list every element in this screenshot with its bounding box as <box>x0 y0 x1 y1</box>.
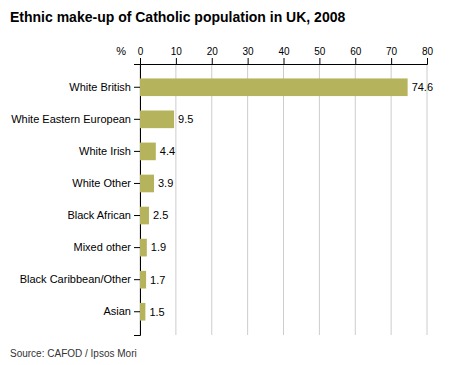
bar <box>140 143 156 161</box>
data-label: 4.4 <box>160 145 175 157</box>
data-label: 74.6 <box>412 81 433 93</box>
x-tick-mark <box>391 58 392 64</box>
x-tick: 80 <box>422 46 434 64</box>
grid-line <box>247 64 248 335</box>
data-labels: 1.5 1.7 1.9 2.5 3.9 4.4 9.5 74.6 <box>149 81 433 317</box>
y-tick: Asian <box>103 305 140 317</box>
grid-line <box>211 64 212 335</box>
y-tick: White Eastern European <box>11 113 140 125</box>
data-label: 1.5 <box>149 306 164 318</box>
bar <box>140 303 145 321</box>
x-tick-label: 70 <box>386 46 398 57</box>
x-tick-mark <box>176 58 177 64</box>
bar <box>140 175 154 193</box>
y-tick-label: White Eastern European <box>11 113 131 125</box>
x-tick-label: 0 <box>138 46 144 57</box>
x-tick-mark <box>355 58 356 64</box>
bar <box>140 78 408 96</box>
x-tick-label: 80 <box>422 46 434 57</box>
y-tick: Mixed other <box>74 241 140 253</box>
x-tick-label: 50 <box>314 46 326 57</box>
x-tick-label: 20 <box>207 46 219 57</box>
y-tick-label: White Irish <box>79 145 131 157</box>
chart: Ethnic make-up of Catholic population in… <box>0 0 463 365</box>
y-axis-line <box>134 65 141 336</box>
y-tick: Black Caribbean/Other <box>20 273 140 285</box>
bar <box>140 207 149 225</box>
grid-line <box>355 64 356 335</box>
x-tick-label: 40 <box>278 46 290 57</box>
x-tick-mark <box>427 58 428 64</box>
plot: 0 10 20 30 40 50 60 70 80% Asian Black Caribbean/O… <box>11 45 433 336</box>
y-tick-mark <box>134 247 140 248</box>
y-tick-label: Black African <box>67 209 131 221</box>
x-tick: 0 <box>138 46 144 64</box>
x-axis-line <box>141 58 428 65</box>
y-tick-label: White Other <box>72 177 131 189</box>
y-tick: White British <box>69 81 140 93</box>
data-label: 3.9 <box>158 177 173 189</box>
x-tick-mark <box>212 58 213 64</box>
y-tick-mark <box>134 119 140 120</box>
x-tick-mark <box>140 58 141 64</box>
x-tick: 10 <box>171 46 183 64</box>
y-tick-mark <box>134 215 140 216</box>
y-tick: White Other <box>72 177 140 189</box>
data-label: 1.9 <box>151 241 166 253</box>
grid <box>140 64 427 335</box>
x-tick-label: 60 <box>350 46 362 57</box>
data-label: 1.7 <box>150 274 165 286</box>
x-tick: 40 <box>278 46 290 64</box>
grid-line <box>427 64 428 335</box>
y-tick-label: White British <box>69 81 131 93</box>
grid-line <box>391 64 392 335</box>
y-axis: Asian Black Caribbean/Other Mixed other Bla… <box>11 65 140 336</box>
y-tick-mark <box>134 151 140 152</box>
grid-line <box>175 64 176 335</box>
x-tick-label: 10 <box>171 46 183 57</box>
y-tick-mark <box>134 311 140 312</box>
x-label: % <box>116 45 126 57</box>
y-tick-label: Black Caribbean/Other <box>20 273 132 285</box>
y-tick-mark <box>134 87 140 88</box>
data-label: 9.5 <box>178 113 193 125</box>
data-label: 2.5 <box>153 209 168 221</box>
bar <box>140 239 147 257</box>
y-tick-label: Asian <box>103 305 131 317</box>
grid-line <box>283 64 284 335</box>
x-tick-mark <box>248 58 249 64</box>
x-axis: 0 10 20 30 40 50 60 70 80 <box>138 46 434 65</box>
x-tick-mark <box>319 58 320 64</box>
title: Ethnic make-up of Catholic population in… <box>10 9 345 25</box>
x-tick-mark <box>284 58 285 64</box>
y-tick: White Irish <box>79 145 140 157</box>
y-tick-mark <box>134 279 140 280</box>
bar <box>140 111 174 129</box>
bar <box>140 271 146 289</box>
x-tick: 70 <box>386 46 398 64</box>
x-tick: 20 <box>207 46 219 64</box>
x-tick: 50 <box>314 46 326 64</box>
y-tick: Black African <box>67 209 140 221</box>
annotation: Source: CAFOD / Ipsos Mori <box>10 348 137 359</box>
bars <box>140 78 408 320</box>
x-tick-label: 30 <box>243 46 255 57</box>
y-tick-label: Mixed other <box>74 241 132 253</box>
x-tick: 30 <box>243 46 255 64</box>
y-tick-mark <box>134 183 140 184</box>
x-tick: 60 <box>350 46 362 64</box>
grid-line <box>319 64 320 335</box>
